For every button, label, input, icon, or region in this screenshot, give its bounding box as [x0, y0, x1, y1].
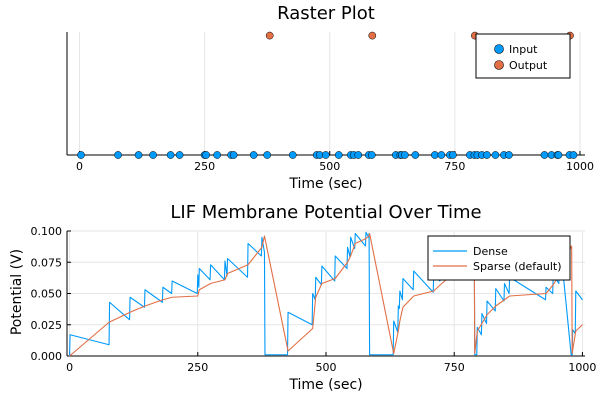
potential-x-tick-label: 0 — [66, 361, 73, 374]
raster-legend-input-marker — [494, 44, 504, 54]
raster-input-point — [400, 151, 409, 159]
raster-legend-output-marker — [494, 60, 504, 70]
raster-input-point — [249, 151, 258, 159]
raster-x-axis-label: Time (sec) — [288, 176, 362, 192]
potential-y-tick-label: 0.075 — [31, 256, 63, 269]
dense-series-line — [69, 231, 583, 357]
potential-y-tick-label: 0.050 — [31, 288, 63, 301]
potential-y-tick-label: 0.100 — [31, 225, 63, 238]
sparse-series-line — [69, 232, 583, 357]
raster-x-tick-label: 500 — [319, 160, 340, 173]
raster-input-point — [166, 151, 175, 159]
raster-input-point — [334, 151, 343, 159]
raster-plot-title: Raster Plot — [277, 3, 375, 24]
raster-input-point — [437, 151, 446, 159]
potential-plot-panel: LIF Membrane Potential Over Time 0 250 500… — [9, 202, 596, 393]
raster-input-point — [134, 151, 143, 159]
raster-input-point — [263, 151, 272, 159]
potential-x-tick-label: 750 — [444, 361, 465, 374]
potential-legend-sparse-label: Sparse (default) — [473, 260, 562, 273]
raster-output-point — [368, 31, 377, 40]
raster-x-ticks: 0 250 500 750 1000 — [76, 151, 594, 173]
raster-input-point — [229, 151, 238, 159]
raster-input-point — [540, 151, 549, 159]
potential-marks — [69, 231, 583, 357]
potential-y-axis-label: Potential (V) — [9, 249, 25, 335]
raster-input-point — [354, 151, 363, 159]
raster-input-point — [114, 151, 122, 159]
potential-x-axis-label: Time (sec) — [288, 377, 362, 393]
raster-input-point — [149, 151, 157, 159]
potential-legend: Dense Sparse (default) — [427, 235, 571, 281]
raster-input-point — [77, 151, 85, 159]
potential-x-tick-label: 1000 — [568, 361, 596, 374]
potential-y-tick-label: 0.025 — [31, 319, 63, 332]
raster-x-tick-label: 750 — [444, 160, 465, 173]
raster-input-point — [554, 151, 563, 159]
raster-x-tick-label: 1000 — [566, 160, 594, 173]
raster-legend-input-label: Input — [509, 43, 538, 56]
raster-input-point — [483, 151, 491, 159]
raster-marks — [77, 31, 578, 159]
raster-legend: Input Output — [475, 33, 571, 79]
raster-x-tick-label: 0 — [76, 160, 83, 173]
raster-legend-output-label: Output — [509, 59, 548, 72]
raster-input-point — [431, 151, 439, 159]
raster-input-point — [367, 151, 376, 159]
potential-legend-dense-label: Dense — [473, 245, 508, 258]
potential-legend-box — [427, 235, 571, 281]
potential-plot-title: LIF Membrane Potential Over Time — [170, 202, 481, 223]
potential-x-tick-label: 250 — [187, 361, 208, 374]
raster-input-point — [411, 151, 420, 159]
potential-x-tick-label: 500 — [316, 361, 337, 374]
raster-input-point — [288, 151, 297, 159]
raster-input-point — [449, 151, 457, 159]
raster-input-point — [491, 151, 500, 159]
raster-input-point — [175, 151, 184, 159]
potential-y-tick-label: 0.000 — [31, 350, 63, 363]
raster-output-point — [265, 31, 274, 40]
raster-input-point — [202, 151, 210, 159]
raster-x-tick-label: 250 — [194, 160, 215, 173]
raster-input-point — [505, 151, 513, 159]
raster-plot-panel: Raster Plot 0 250 500 750 1000 Time (sec) In… — [66, 3, 594, 192]
potential-x-ticks: 0 250 500 750 1000 — [66, 352, 596, 374]
raster-legend-box — [475, 33, 571, 79]
raster-input-point — [569, 151, 578, 159]
potential-y-ticks: 0.000 0.025 0.050 0.075 0.100 — [31, 225, 71, 363]
raster-grid — [79, 32, 581, 155]
raster-input-point — [321, 151, 330, 159]
raster-series-input — [77, 151, 578, 159]
raster-input-point — [213, 151, 221, 159]
